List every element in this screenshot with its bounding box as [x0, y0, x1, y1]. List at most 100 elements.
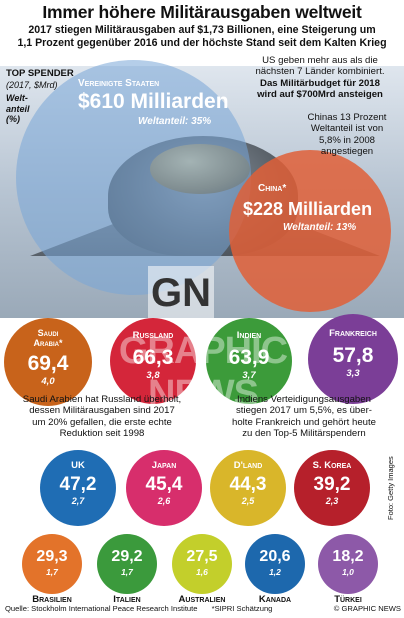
country-share: 3,3: [346, 368, 360, 379]
subtitle: 2017 stiegen Militärausgaben auf $1,73 B…: [6, 24, 398, 49]
legend-share-label: Welt- anteil (%): [6, 93, 30, 125]
country-value: 29,3: [36, 548, 68, 565]
country-value: 57,8: [332, 344, 374, 367]
country-share: 3,7: [242, 370, 256, 381]
country-share: 3,8: [146, 370, 160, 381]
legend-heading: TOP SPENDER: [6, 68, 74, 79]
country-circle-brasilien: 29,3 1,7: [22, 534, 82, 594]
legend-share-line: anteil: [6, 103, 30, 114]
country-value: 45,4: [145, 474, 183, 495]
us-name: Vereinigte Staaten: [78, 78, 160, 89]
china-share: Weltanteil: 13%: [283, 222, 357, 233]
country-name: Frankreich: [329, 328, 377, 339]
photo-credit: Foto: Getty Images: [386, 456, 395, 520]
china-circle: [229, 150, 391, 312]
country-circle-russland: Russland 66,3 3,8: [110, 318, 196, 404]
country-label-italien: Italien: [113, 594, 141, 605]
country-share: 1,0: [342, 567, 354, 577]
country-value: 44,3: [229, 474, 267, 495]
country-name: Russland: [132, 330, 174, 341]
country-name: D'land: [233, 460, 263, 471]
us-note-line: nächsten 7 Länder kombiniert.: [255, 66, 385, 78]
country-value: 18,2: [332, 548, 364, 565]
country-share: 1,7: [121, 567, 133, 577]
country-value: 66,3: [132, 346, 174, 369]
country-circle-frankreich: Frankreich 57,8 3,3: [308, 314, 398, 404]
saudi-note-line: dessen Militärausgaben sind 2017: [29, 405, 175, 417]
india-note: Indiens Verteidigungsausgaben stiegen 20…: [206, 394, 402, 439]
china-note-line: Chinas 13 Prozent: [307, 112, 387, 123]
country-value: 29,2: [111, 548, 143, 565]
subtitle-line: 2017 stiegen Militärausgaben auf $1,73 B…: [28, 24, 376, 36]
country-value: 39,2: [313, 474, 351, 495]
country-value: 69,4: [27, 352, 69, 375]
country-name-line: Saudi: [37, 328, 59, 338]
legend-share-line: (%): [6, 114, 20, 124]
country-share: 1,7: [46, 567, 58, 577]
country-circle-japan: Japan 45,4 2,6: [126, 450, 202, 526]
us-value: $610 Milliarden: [78, 90, 229, 113]
country-circle-saudi: Saudi Arabia* 69,4 4,0: [4, 318, 92, 406]
country-label-kanada: Kanada: [258, 594, 292, 605]
china-value: $228 Milliarden: [243, 199, 373, 219]
country-share: 1,2: [269, 567, 281, 577]
us-share: Weltanteil: 35%: [138, 116, 212, 127]
china-note-line: Weltanteil ist von: [310, 123, 384, 135]
country-value: 20,6: [259, 548, 291, 565]
country-share: 2,3: [325, 496, 339, 506]
graphic-news-watermark: GRAPHIC NEWS: [118, 330, 288, 415]
legend-share-line: Welt-: [6, 93, 28, 103]
country-value: 27,5: [186, 548, 218, 565]
country-name: Japan: [151, 460, 177, 471]
saudi-note-line: Reduktion seit 1998: [59, 427, 145, 439]
source-text: Quelle: Stockholm International Peace Re…: [5, 604, 198, 613]
country-share: 2,5: [241, 496, 255, 506]
country-share: 2,7: [71, 496, 85, 506]
country-share: 2,6: [157, 496, 171, 506]
india-note-line: zu den Top-5 Militärspendern: [242, 427, 366, 439]
country-share: 4,0: [41, 376, 55, 387]
country-name: S. Korea: [312, 460, 352, 471]
page-title: Immer höhere Militärausgaben weltweit: [42, 2, 362, 22]
country-name: UK: [71, 460, 85, 471]
country-circle-kanada: 20,6 1,2: [245, 534, 305, 594]
us-note-line: wird auf $700Mrd ansteigen: [257, 88, 383, 100]
country-name: Indien: [236, 330, 262, 341]
country-share: 1,6: [196, 567, 208, 577]
country-circle-skorea: S. Korea 39,2 2,3: [294, 450, 370, 526]
country-label-australien: Australien: [178, 594, 226, 605]
legend-units: (2017, $Mrd): [6, 80, 58, 90]
china-name: China*: [258, 183, 287, 194]
country-value: 47,2: [59, 474, 97, 495]
country-circle-australien: 27,5 1,6: [172, 534, 232, 594]
country-circle-uk: UK 47,2 2,7: [40, 450, 116, 526]
saudi-note-line: um 20% gefallen, die erste echte: [32, 416, 172, 428]
footer: Quelle: Stockholm International Peace Re…: [5, 604, 401, 613]
country-value: 63,9: [228, 346, 270, 369]
saudi-note: Saudi Arabien hat Russland überholt, des…: [4, 394, 200, 439]
subtitle-line: 1,1 Prozent gegenüber 2016 und der höchs…: [17, 36, 387, 49]
country-circle-dland: D'land 44,3 2,5: [210, 450, 286, 526]
country-name-line: Arabia*: [33, 338, 63, 348]
us-note: US geben mehr aus als die nächsten 7 Län…: [240, 55, 400, 100]
china-note: Chinas 13 Prozent Weltanteil ist von 5,8…: [294, 112, 400, 157]
country-circle-tuerkei: 18,2 1,0: [318, 534, 378, 594]
country-circle-italien: 29,2 1,7: [97, 534, 157, 594]
country-name: Saudi Arabia*: [4, 328, 92, 348]
saudi-note-line: Saudi Arabien hat Russland überholt,: [22, 394, 182, 405]
country-circle-indien: Indien 63,9 3,7: [206, 318, 292, 404]
china-note-line: 5,8% in 2008: [318, 134, 375, 146]
graphic-news-logo: GN: [148, 266, 214, 320]
country-label-brasilien: Brasilien: [32, 594, 72, 605]
us-circle: [16, 60, 251, 295]
estimate-note: *SIPRI Schätzung: [211, 604, 273, 613]
india-note-line: holte Frankreich und gehört heute: [232, 416, 376, 428]
india-note-line: stiegen 2017 um 5,5%, es über-: [236, 405, 372, 417]
china-note-line: angestiegen: [320, 145, 374, 157]
india-note-line: Indiens Verteidigungsausgaben: [237, 394, 371, 405]
credit-text: © GRAPHIC NEWS: [333, 604, 401, 613]
country-label-tuerkei: Türkei: [334, 594, 362, 605]
us-note-line: US geben mehr aus als die: [262, 55, 378, 66]
us-note-line: Das Militärbudget für 2018: [260, 77, 380, 89]
